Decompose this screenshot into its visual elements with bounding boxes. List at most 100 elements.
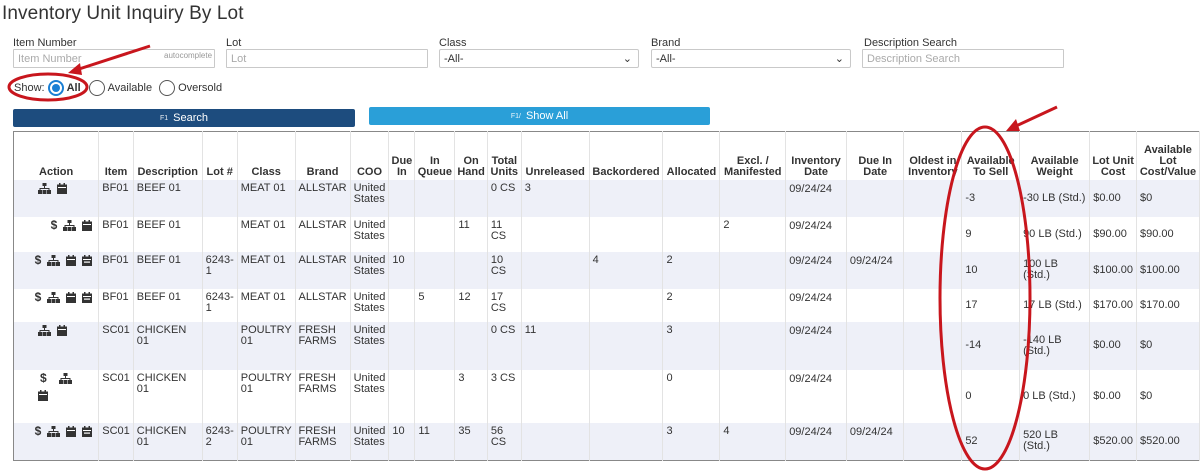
header-on-hand[interactable]: On Hand [454, 131, 488, 180]
cell-coo: United States [350, 216, 390, 252]
cell-total-units: 0 CS [487, 179, 522, 217]
calendar-check-icon[interactable] [82, 425, 93, 437]
header-backordered[interactable]: Backordered [589, 131, 664, 180]
brand-select[interactable]: -All- ⌄ [651, 49, 851, 68]
header-total-units[interactable]: Total Units [487, 131, 522, 180]
header-available-weight[interactable]: Available Weight [1019, 131, 1091, 180]
table-row[interactable]: $ BF01 BEEF 01 MEAT 01 ALLSTAR United States 1… [13, 216, 1200, 252]
cell-actions: $ [13, 288, 100, 322]
cell-coo: United States [350, 369, 390, 423]
dollar-icon[interactable]: $ [39, 370, 47, 385]
dollar-icon[interactable]: $ [50, 217, 58, 232]
calendar-check-icon[interactable] [82, 254, 93, 266]
calendar-icon[interactable] [66, 254, 77, 266]
sitemap-icon[interactable] [47, 425, 61, 437]
calendar-icon[interactable] [57, 182, 68, 194]
table-row[interactable]: BF01 BEEF 01 MEAT 01 ALLSTAR United States 0 … [13, 179, 1200, 217]
sitemap-icon[interactable] [47, 291, 61, 303]
sitemap-icon[interactable] [63, 219, 77, 231]
cell-actions: $ [13, 251, 100, 289]
header-coo[interactable]: COO [350, 131, 390, 180]
calendar-icon[interactable] [66, 425, 77, 437]
header-lot[interactable]: Lot # [202, 131, 238, 180]
cell-lot-unit-cost: $0.00 [1089, 369, 1137, 423]
dollar-icon[interactable]: $ [34, 289, 42, 304]
sitemap-icon[interactable] [47, 254, 61, 266]
cell-on-hand: 11 [454, 216, 488, 252]
table-row[interactable]: $ BF01 BEEF 01 6243-1 MEAT 01 ALLSTAR United S… [13, 288, 1200, 322]
header-inventory-date[interactable]: Inventory Date [785, 131, 847, 180]
calendar-icon[interactable] [38, 390, 48, 402]
header-available-to-sell[interactable]: Available To Sell [961, 131, 1021, 180]
header-item[interactable]: Item [98, 131, 134, 180]
cell-inventory-date: 09/24/24 [785, 422, 847, 461]
search-button[interactable]: F1 Search [13, 109, 355, 127]
header-excl-manifested[interactable]: Excl. / Manifested [719, 131, 787, 180]
table-row[interactable]: $ BF01 BEEF 01 6243-1 MEAT 01 ALLSTAR United S… [13, 251, 1200, 289]
class-select[interactable]: -All- ⌄ [439, 49, 639, 68]
header-in-queue[interactable]: In Queue [414, 131, 456, 180]
dollar-icon[interactable]: $ [34, 423, 42, 438]
cell-coo: United States [350, 321, 390, 370]
radio-all-label[interactable]: All [66, 82, 81, 94]
cell-in-queue: 11 [414, 422, 456, 461]
cell-on-hand [454, 321, 488, 370]
calendar-check-icon[interactable] [82, 291, 93, 303]
header-brand[interactable]: Brand [295, 131, 351, 180]
sitemap-icon[interactable] [59, 372, 73, 384]
item-number-label: Item Number [13, 37, 77, 49]
show-all-button-label: Show All [525, 110, 569, 122]
radio-available[interactable] [88, 80, 105, 96]
cell-lot [202, 321, 238, 370]
cell-available-weight: 0 LB (Std.) [1019, 369, 1091, 423]
cell-due-in-date: 09/24/24 [846, 422, 905, 461]
header-description[interactable]: Description [133, 131, 203, 180]
header-class[interactable]: Class [237, 131, 296, 180]
cell-coo: United States [350, 288, 390, 322]
show-all-shortcut: F1/ [510, 112, 521, 120]
autocomplete-hint: autocomplete [164, 51, 213, 60]
header-unreleased[interactable]: Unreleased [521, 131, 590, 180]
cell-unreleased [521, 288, 590, 322]
header-lot-unit-cost[interactable]: Lot Unit Cost [1089, 131, 1137, 180]
header-due-in[interactable]: Due In [388, 131, 416, 180]
cell-brand: FRESH FARMS [295, 422, 351, 461]
cell-available-weight: 100 LB (Std.) [1019, 251, 1091, 289]
cell-due-in: 10 [388, 422, 416, 461]
calendar-icon[interactable] [82, 219, 93, 231]
cell-excl-manifested [719, 251, 787, 289]
cell-on-hand [454, 179, 488, 217]
calendar-icon[interactable] [66, 291, 77, 303]
table-row[interactable]: SC01 CHICKEN 01 POULTRY 01 FRESH FARMS Unite… [13, 321, 1200, 370]
description-search-input[interactable] [862, 49, 1064, 68]
cell-backordered [589, 216, 664, 252]
radio-oversold[interactable] [159, 80, 176, 96]
cell-class: POULTRY 01 [237, 369, 296, 423]
header-due-in-date[interactable]: Due In Date [846, 131, 905, 180]
radio-oversold-label[interactable]: Oversold [178, 82, 223, 94]
lot-input[interactable] [226, 49, 428, 68]
header-available-lot-value[interactable]: Available Lot Cost/Value [1136, 131, 1200, 180]
cell-unreleased: 3 [521, 179, 590, 217]
cell-allocated: 3 [662, 422, 721, 461]
cell-due-in [388, 369, 416, 423]
header-oldest-in-inventory[interactable]: Oldest in Inventory [903, 131, 963, 180]
sitemap-icon[interactable] [38, 182, 52, 194]
cell-coo: United States [350, 422, 390, 461]
header-allocated[interactable]: Allocated [662, 131, 721, 180]
calendar-icon[interactable] [57, 324, 68, 336]
show-all-button[interactable]: F1/ Show All [369, 107, 710, 125]
radio-all[interactable] [47, 80, 64, 96]
dollar-icon[interactable]: $ [34, 252, 42, 267]
table-row[interactable]: $ SC01 CHICKEN 01 POULTRY 01 FRESH FARMS Uni… [13, 369, 1200, 423]
sitemap-icon[interactable] [38, 324, 52, 336]
cell-excl-manifested [719, 321, 787, 370]
cell-backordered [589, 422, 664, 461]
cell-description: BEEF 01 [133, 288, 203, 322]
radio-available-label[interactable]: Available [107, 82, 153, 94]
cell-total-units: 3 CS [487, 369, 522, 423]
inventory-table: Action Item Description Lot # Class Bran… [13, 131, 1200, 461]
cell-total-units: 10 CS [487, 251, 522, 289]
cell-in-queue [414, 251, 456, 289]
table-row[interactable]: $ SC01 CHICKEN 01 6243-2 POULTRY 01 FRESH FAR… [13, 422, 1200, 461]
